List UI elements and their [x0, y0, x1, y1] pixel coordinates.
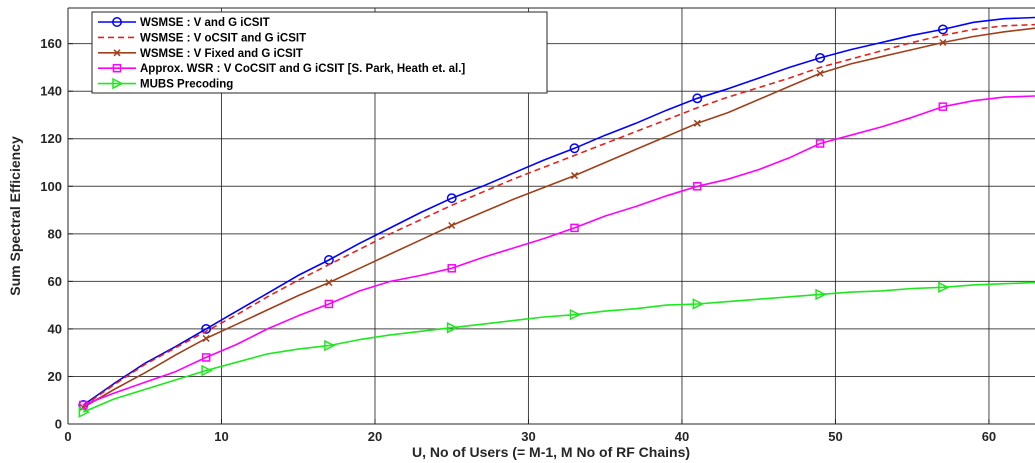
series-4-marker [324, 299, 334, 309]
legend-box [91, 11, 548, 94]
series-3-marker [693, 119, 701, 127]
series-1-marker [815, 52, 826, 63]
series-4-marker [815, 139, 825, 148]
series-1-marker [201, 323, 212, 334]
series-4-marker [447, 264, 456, 273]
series-4-marker [79, 400, 88, 410]
legend: WSMSE : V and G iCSIT WSMSE : V oCSIT and… [91, 11, 548, 94]
legend-marker [113, 49, 121, 57]
y-tick-label: 60 [48, 274, 62, 289]
series-5-marker [446, 322, 459, 334]
series-3-marker [325, 279, 333, 287]
series-3-marker [939, 38, 947, 46]
series-line-3 [82, 27, 1035, 409]
y-tick-label: 20 [48, 369, 62, 384]
series-5-marker [692, 298, 704, 310]
legend-label: WSMSE : V and G iCSIT [140, 17, 270, 29]
series-line-5 [82, 281, 1035, 413]
y-tick-label: 40 [48, 321, 62, 336]
y-axis-label: Sum Spectral Efficiency [7, 136, 23, 296]
series-5-marker [815, 288, 827, 301]
legend-entry-5: MUBS Precoding [98, 77, 233, 91]
legend-label: WSMSE : V Fixed and G iCSIT [140, 48, 303, 60]
series-5-marker [78, 406, 91, 418]
series-4-marker [938, 102, 948, 111]
series-3-marker [448, 221, 456, 230]
y-tick-label: 160 [40, 36, 62, 51]
series-5-marker [938, 281, 950, 294]
series-3-marker [570, 172, 579, 180]
axes [67, 7, 1035, 425]
legend-label: MUBS Precoding [140, 79, 233, 91]
legend-entry-2: WSMSE : V oCSIT and G iCSIT [98, 32, 306, 44]
x-tick-label: 10 [214, 429, 228, 444]
series-3-marker [202, 334, 210, 342]
x-tick-label: 40 [675, 429, 689, 444]
series-line-4 [83, 95, 1035, 406]
series-1-marker [937, 24, 948, 35]
y-tick-label: 80 [48, 226, 62, 241]
series-4-marker [570, 223, 579, 233]
legend-marker [112, 17, 122, 27]
series-lines [78, 16, 1035, 418]
series-5-marker [569, 308, 582, 321]
tick-labels: 0 10 20 30 40 50 60 0 20 40 60 80 100 120 140 160 [40, 36, 996, 444]
x-tick-label: 0 [64, 429, 71, 444]
y-tick-label: 100 [40, 179, 62, 194]
legend-marker [112, 63, 122, 73]
series-1-marker [692, 93, 703, 104]
x-tick-label: 20 [368, 429, 382, 444]
series-4-marker [201, 353, 211, 362]
x-tick-label: 50 [828, 429, 842, 444]
series-1-marker [569, 143, 580, 154]
legend-marker [112, 77, 124, 90]
series-1-marker [446, 193, 457, 204]
legend-label: WSMSE : V oCSIT and G iCSIT [140, 32, 306, 44]
legend-label: Approx. WSR : V CoCSIT and G iCSIT [S. P… [140, 63, 465, 75]
series-5-marker [324, 339, 336, 352]
legend-entry-1: WSMSE : V and G iCSIT [98, 17, 270, 29]
legend-entry-3: WSMSE : V Fixed and G iCSIT [98, 48, 303, 60]
legend-entry-4: Approx. WSR : V CoCSIT and G iCSIT [S. P… [98, 63, 465, 75]
y-tick-label: 140 [40, 84, 62, 99]
series-3-marker [816, 69, 824, 77]
y-tick-label: 0 [55, 417, 62, 432]
x-tick-label: 30 [521, 429, 535, 444]
series-line-2 [82, 23, 1035, 407]
y-tick-label: 120 [40, 131, 62, 146]
series-line-1 [82, 16, 1035, 406]
series-4-marker [693, 182, 702, 191]
series-5-marker [201, 364, 213, 377]
series-clip-group [78, 16, 1035, 418]
x-tick-label: 60 [982, 429, 996, 444]
x-axis-label: U, No of Users (= M-1, M No of RF Chains… [412, 444, 690, 460]
